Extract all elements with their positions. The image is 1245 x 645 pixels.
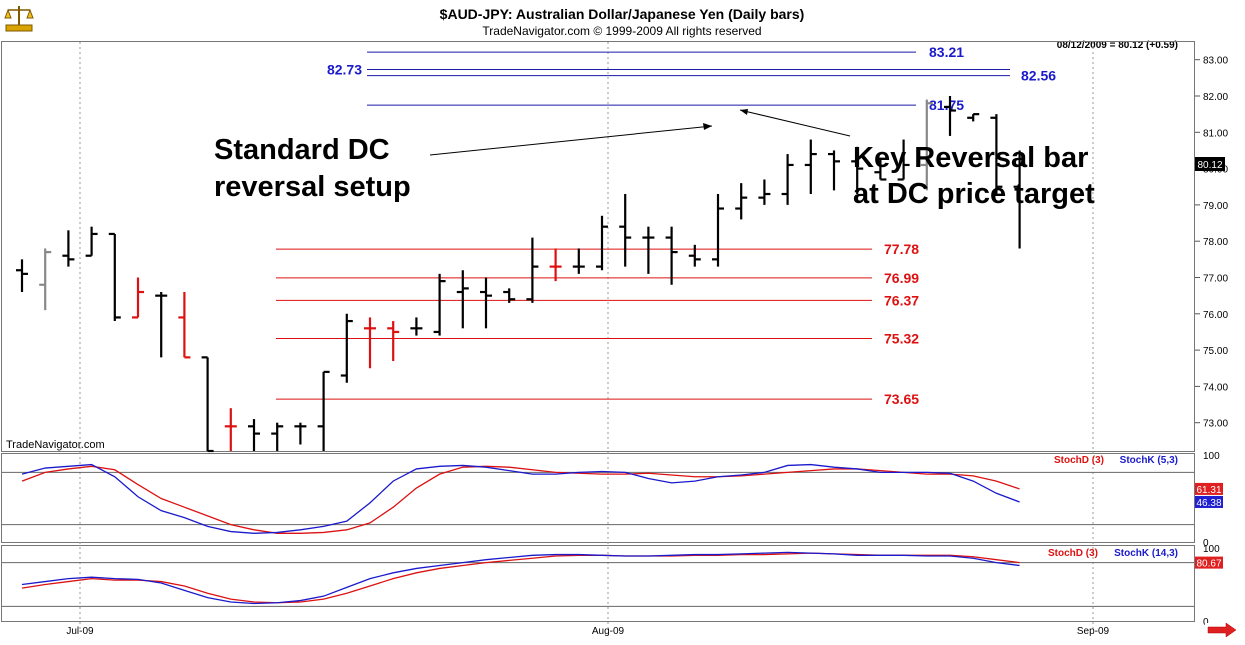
level-label: 83.21 [929, 44, 964, 60]
level-label: 82.73 [327, 62, 362, 78]
stoch-series-line [21, 463, 1020, 534]
stoch-last-tag [1195, 495, 1223, 508]
stoch-tick-label: 100 [1203, 451, 1220, 462]
price-axis: 83.0082.0081.0080.0079.0078.0077.0076.00… [1195, 56, 1228, 430]
reversal-annotation-line2: at DC price target [853, 178, 1095, 210]
stoch-tick-label: 0 [1203, 617, 1209, 628]
price-tick-label: 79.00 [1203, 201, 1228, 212]
stoch-tick-label: 100 [1203, 544, 1220, 555]
stoch-panel-2: 100 0 StochD (3) StochK (14,3) 80.67 [2, 544, 1223, 628]
last-quote-text: 08/12/2009 = 80.12 (+0.59) [1057, 40, 1178, 51]
stoch-tick-label: 0 [1203, 538, 1209, 549]
last-price-tag: 80.12 [1195, 157, 1225, 171]
stoch-legend-k: StochK (5,3) [1120, 455, 1178, 466]
ohlc-bars [16, 96, 1026, 453]
stoch-series-line [21, 465, 1020, 534]
price-tick-label: 76.00 [1203, 310, 1228, 321]
stoch-last-label: 46.38 [1196, 498, 1221, 509]
date-tick-label: Aug-09 [592, 626, 625, 637]
price-tick-label: 74.00 [1203, 382, 1228, 393]
stoch-legend-d: StochD (3) [1048, 548, 1098, 559]
setup-annotation-line1: Standard DC [214, 134, 390, 166]
stoch-series-line [21, 552, 1020, 604]
level-label: 81.75 [929, 97, 964, 113]
price-tick-label: 73.00 [1203, 419, 1228, 430]
price-panel-frame [1, 41, 1195, 452]
chart-title: $AUD-JPY: Australian Dollar/Japanese Yen… [440, 6, 805, 22]
reversal-annotation-line1: Key Reversal bar [853, 142, 1088, 174]
scroll-right-arrow-icon[interactable] [1205, 622, 1237, 638]
level-label: 75.32 [884, 330, 919, 346]
price-tick-label: 81.00 [1203, 128, 1228, 139]
stoch-series-line [21, 551, 1020, 605]
price-tick-label: 75.00 [1203, 346, 1228, 357]
level-label: 82.56 [1021, 68, 1056, 84]
stoch-legend-k: StochK (14,3) [1114, 548, 1178, 559]
price-tick-label: 83.00 [1203, 56, 1228, 67]
setup-annotation-line2: reversal setup [214, 171, 411, 203]
level-label: 76.37 [884, 292, 919, 308]
price-tick-label: 82.00 [1203, 92, 1228, 103]
stoch-last-tag [1195, 482, 1223, 495]
level-label: 73.65 [884, 391, 919, 407]
stoch-last-label: 80.67 [1196, 559, 1221, 570]
date-axis: Jul-09 Aug-09 Sep-09 [66, 626, 1109, 637]
watermark-text: TradeNavigator.com [6, 439, 105, 451]
price-tick-label: 78.00 [1203, 237, 1228, 248]
stoch-last-tag [1195, 556, 1223, 569]
dc-levels: 83.21 82.73 82.56 81.75 77.78 76.99 76.37 75.32… [276, 44, 1056, 407]
stoch1-panel-frame [1, 453, 1195, 543]
scale-logo-icon [4, 6, 34, 32]
annotation-arrows [429, 109, 851, 156]
last-price-label: 80.12 [1197, 160, 1222, 171]
date-tick-label: Jul-09 [66, 626, 94, 637]
stoch2-panel-frame [1, 545, 1195, 622]
date-tick-label: Sep-09 [1077, 626, 1110, 637]
stoch-last-label: 61.31 [1196, 485, 1221, 496]
stoch-panel-1: 100 0 StochD (3) StochK (5,3) 61.31 46.38 [2, 451, 1223, 549]
copyright-text: TradeNavigator.com © 1999-2009 All right… [482, 24, 761, 38]
price-tick-label: 77.00 [1203, 274, 1228, 285]
month-grid [79, 42, 1094, 632]
level-label: 76.99 [884, 270, 919, 286]
stoch-legend-d: StochD (3) [1054, 455, 1104, 466]
level-label: 77.78 [884, 241, 919, 257]
